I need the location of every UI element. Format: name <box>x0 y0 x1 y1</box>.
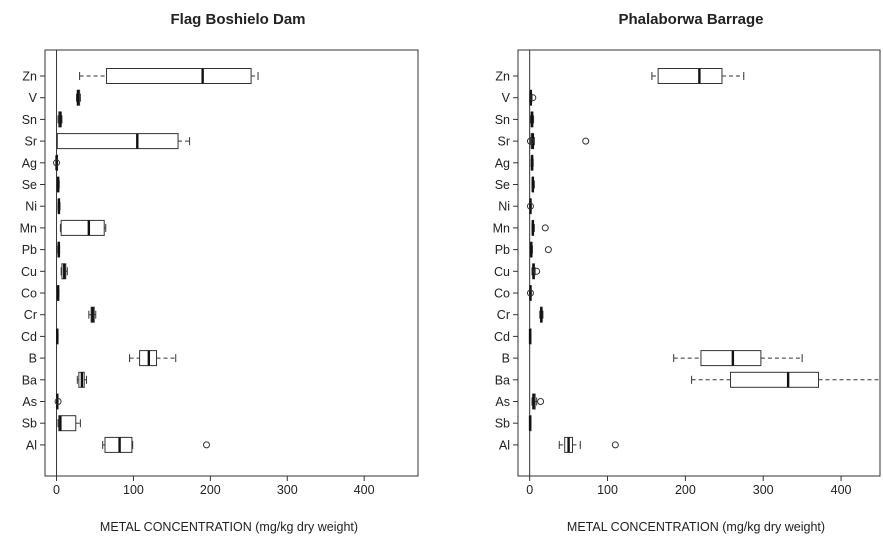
panel-flag-boshielo-dam: Flag Boshielo Dam 0 100 200 300 400 Zn V Sn Sr Ag… <box>20 11 419 534</box>
box <box>700 350 762 367</box>
x-tick-label: 0 <box>526 483 533 497</box>
x-tick-label: 200 <box>675 483 696 497</box>
y-tick-label: Cr <box>497 308 510 322</box>
box <box>56 133 179 150</box>
y-tick-label: Pb <box>22 243 37 257</box>
outlier-point <box>526 289 534 297</box>
outlier-point <box>53 159 61 167</box>
y-tick-label: Ba <box>22 373 37 387</box>
box <box>106 68 252 84</box>
box <box>60 219 105 236</box>
outlier-point <box>203 441 211 449</box>
x-tick-label: 300 <box>277 483 298 497</box>
x-tick-label: 400 <box>831 483 852 497</box>
outlier-point <box>54 398 62 405</box>
y-tick-label: Se <box>495 178 510 192</box>
plot-marks: 0 100 200 300 400 Zn V Sn Sr Ag Se Ni Mn Pb Cu Co Cr Cd BB… <box>20 50 375 497</box>
box <box>58 415 77 432</box>
y-tick-label: B <box>502 352 510 366</box>
y-tick-label: Zn <box>22 70 37 84</box>
outlier-point <box>582 137 590 145</box>
outlier-point <box>529 94 537 102</box>
y-tick-label: Cu <box>21 265 37 279</box>
y-tick-label: Ag <box>22 156 37 170</box>
y-tick-label: Co <box>21 287 37 301</box>
plot-frame <box>44 49 419 477</box>
y-tick-label: Cu <box>494 265 510 279</box>
y-tick-label: Ba <box>495 373 510 387</box>
y-tick-label: Ag <box>495 156 510 170</box>
y-tick-label: Mn <box>493 221 510 235</box>
y-tick-label: Sr <box>498 135 511 149</box>
x-axis-label: METAL CONCENTRATION (mg/kg dry weight) <box>100 520 358 534</box>
x-tick-label: 400 <box>354 483 375 497</box>
y-tick-label: Cr <box>24 308 37 322</box>
y-tick-label: Cd <box>21 330 37 344</box>
x-tick-label: 100 <box>597 483 618 497</box>
y-tick-label: Sn <box>495 113 510 127</box>
y-tick-label: Zn <box>495 70 510 84</box>
box <box>730 371 819 388</box>
outlier-point <box>611 441 619 449</box>
y-tick-label: V <box>502 91 511 105</box>
y-tick-label: V <box>29 91 38 105</box>
x-axis-label: METAL CONCENTRATION (mg/kg dry weight) <box>567 520 825 534</box>
y-tick-label: Sn <box>22 113 37 127</box>
panel-phalaborwa-barrage: Phalaborwa Barrage 0 100 200 300 400 Zn V Sn Sr A… <box>493 11 881 534</box>
y-tick-label: Al <box>26 438 37 452</box>
y-tick-label: Sb <box>495 417 510 431</box>
y-tick-label: B <box>29 352 37 366</box>
outlier-point <box>526 202 534 210</box>
y-tick-label: Mn <box>20 221 37 235</box>
chart-title: Flag Boshielo Dam <box>170 11 305 28</box>
y-tick-label: Sr <box>25 135 38 149</box>
x-tick-label: 300 <box>753 483 774 497</box>
x-tick-label: 0 <box>53 483 60 497</box>
y-tick-label: Ni <box>25 200 37 214</box>
outlier-point <box>533 267 541 275</box>
outlier-point <box>544 246 552 254</box>
y-tick-label: Co <box>494 287 510 301</box>
plot-frame <box>517 49 881 477</box>
y-tick-label: Se <box>22 178 37 192</box>
x-tick-label: 100 <box>123 483 144 497</box>
y-tick-label: Ni <box>498 200 510 214</box>
chart-title: Phalaborwa Barrage <box>618 11 763 28</box>
box <box>657 68 723 84</box>
x-tick-label: 200 <box>200 483 221 497</box>
y-tick-label: As <box>22 395 37 409</box>
y-tick-label: Sb <box>22 417 37 431</box>
y-tick-label: As <box>495 395 510 409</box>
outlier-point <box>526 137 534 145</box>
outlier-point <box>541 224 549 232</box>
y-tick-label: Pb <box>495 243 510 257</box>
outlier-point <box>537 398 545 405</box>
plot-marks: 0 100 200 300 400 Zn V Sn Sr Ag Se Ni Mn Pb Cu Co Cr Cd BB… <box>493 50 881 497</box>
y-tick-label: Al <box>499 438 510 452</box>
y-tick-label: Cd <box>494 330 510 344</box>
